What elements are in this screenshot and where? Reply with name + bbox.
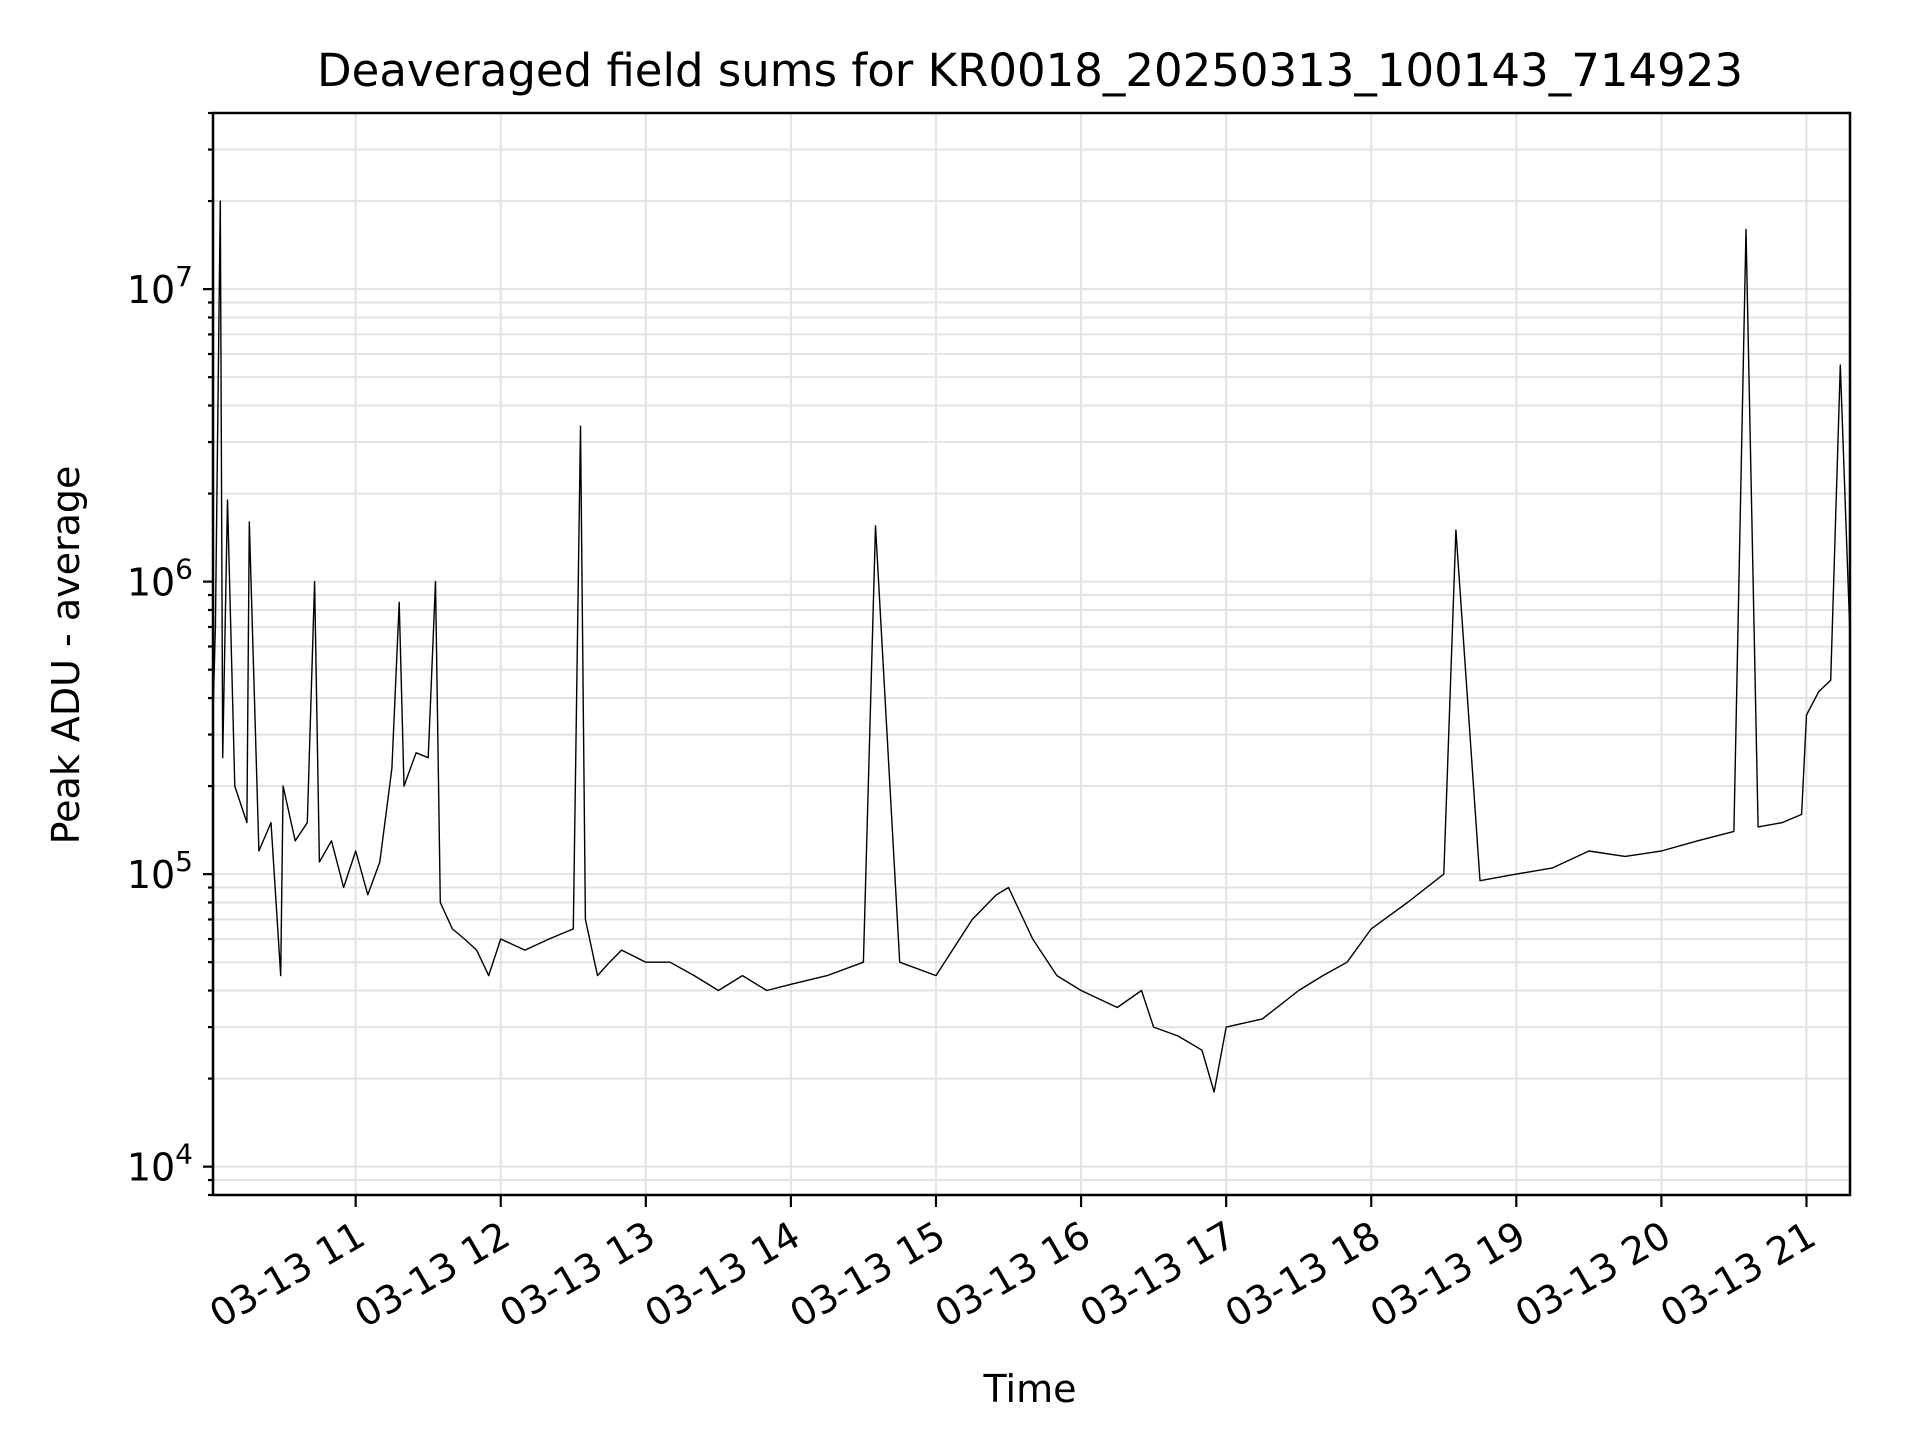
y-tick-label: 106 — [127, 553, 193, 605]
series-line-0 — [212, 200, 1851, 1093]
y-tick-base: 10 — [127, 268, 175, 312]
y-tick-exponent: 7 — [175, 260, 193, 293]
y-tick-label: 105 — [127, 845, 193, 897]
x-tick-label: 03-13 17 — [1073, 1213, 1243, 1337]
plot-frame — [211, 111, 1852, 1197]
grid-lines — [213, 112, 1850, 1196]
y-tick-base: 10 — [127, 853, 175, 897]
y-tick-base: 10 — [127, 561, 175, 605]
x-tick-label: 03-13 11 — [202, 1213, 372, 1337]
y-tick-exponent: 6 — [175, 553, 193, 586]
x-tick-label: 03-13 19 — [1363, 1213, 1533, 1337]
y-tick-base: 10 — [127, 1146, 175, 1190]
y-tick-exponent: 5 — [175, 845, 193, 878]
x-axis-label: Time — [983, 1367, 1077, 1411]
x-tick-label: 03-13 15 — [783, 1213, 953, 1337]
y-axis-label: Peak ADU - average — [44, 466, 88, 845]
y-tick-label: 104 — [127, 1138, 193, 1190]
x-tick-label: 03-13 14 — [637, 1213, 807, 1337]
x-tick-label: 03-13 20 — [1508, 1213, 1678, 1337]
y-tick-exponent: 4 — [175, 1138, 193, 1171]
x-tick-label: 03-13 21 — [1653, 1213, 1823, 1337]
series-layer — [212, 200, 1851, 1093]
chart-title: Deaveraged field sums for KR0018_2025031… — [317, 44, 1743, 97]
x-tick-label: 03-13 16 — [928, 1213, 1098, 1337]
y-tick-label: 107 — [127, 260, 193, 312]
x-tick-label: 03-13 12 — [347, 1213, 517, 1337]
x-tick-label: 03-13 18 — [1218, 1213, 1388, 1337]
x-tick-label: 03-13 13 — [492, 1213, 662, 1337]
